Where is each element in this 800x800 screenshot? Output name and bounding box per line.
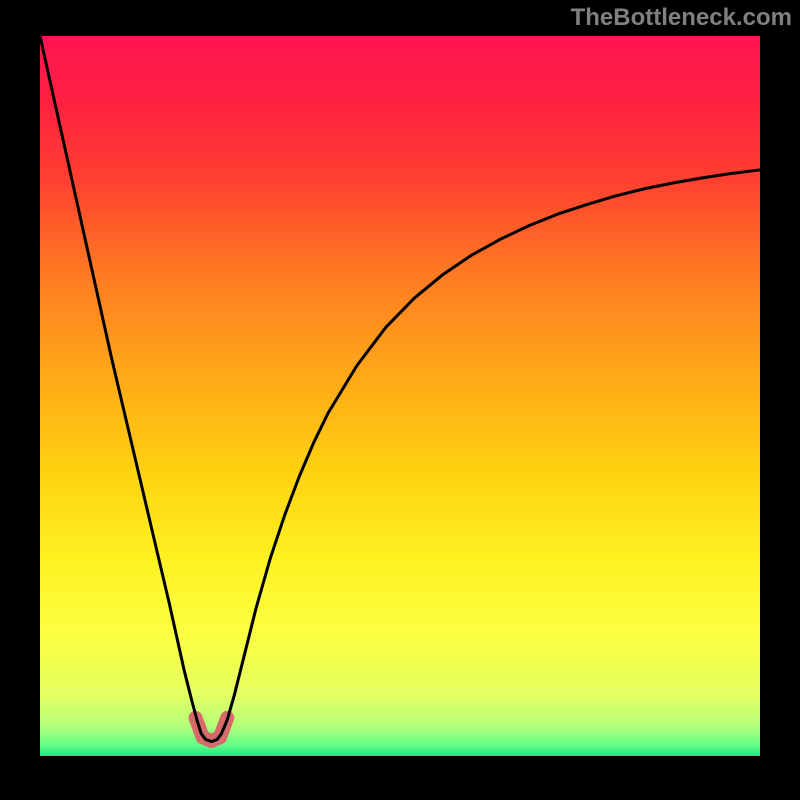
chart-container: TheBottleneck.com bbox=[0, 0, 800, 800]
plot-area bbox=[40, 36, 760, 756]
chart-svg bbox=[40, 36, 760, 756]
watermark-text: TheBottleneck.com bbox=[571, 4, 792, 32]
gradient-background bbox=[40, 36, 760, 756]
